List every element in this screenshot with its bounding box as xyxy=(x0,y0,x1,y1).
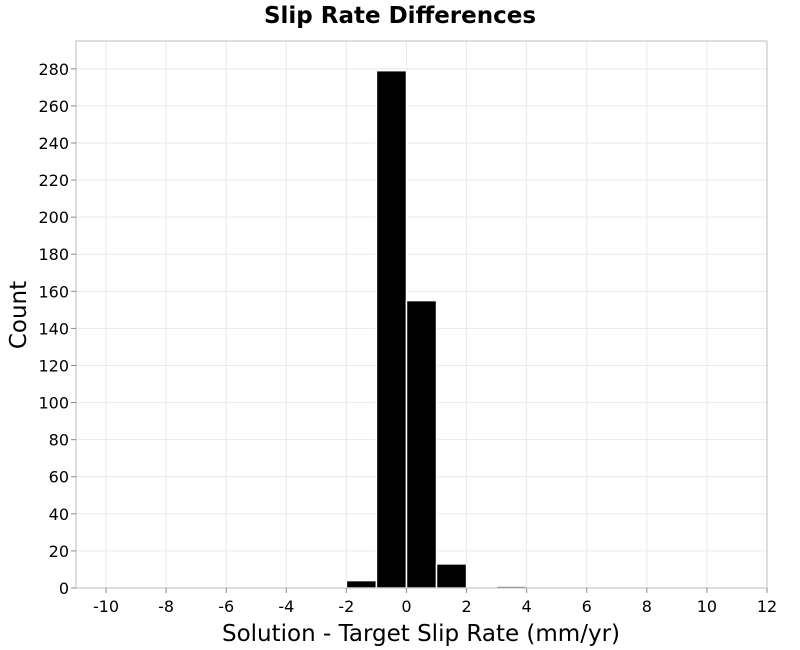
x-tick-label: 8 xyxy=(642,597,652,616)
histogram-bar xyxy=(405,299,438,589)
x-tick-label: -6 xyxy=(218,597,234,616)
y-tick-label: 220 xyxy=(38,171,69,190)
bars xyxy=(345,69,528,589)
y-tick-label: 20 xyxy=(49,542,69,561)
x-tick-label: 0 xyxy=(401,597,411,616)
histogram-bar xyxy=(435,563,468,589)
y-axis-ticks: 0 20 40 60 80 100 120 140 160 180 200 220 240 260 280 xyxy=(38,60,76,598)
y-tick-label: 200 xyxy=(38,208,69,227)
chart-title: Slip Rate Differences xyxy=(264,3,536,29)
y-tick-label: 260 xyxy=(38,97,69,116)
y-tick-label: 160 xyxy=(38,282,69,301)
x-tick-label: 4 xyxy=(522,597,532,616)
x-tick-label: -2 xyxy=(338,597,354,616)
x-axis-label: Solution - Target Slip Rate (mm/yr) xyxy=(222,621,620,647)
y-tick-label: 280 xyxy=(38,60,69,79)
y-tick-label: 120 xyxy=(38,356,69,375)
y-axis-label: Count xyxy=(6,281,32,349)
y-tick-label: 100 xyxy=(38,394,69,413)
x-tick-label: -10 xyxy=(93,597,119,616)
histogram-bar xyxy=(375,69,408,589)
x-tick-label: 6 xyxy=(582,597,592,616)
histogram-bar xyxy=(345,579,378,589)
x-tick-label: 2 xyxy=(461,597,471,616)
y-tick-label: 60 xyxy=(49,468,69,487)
y-tick-label: 180 xyxy=(38,245,69,264)
y-tick-label: 0 xyxy=(59,579,69,598)
x-tick-label: -4 xyxy=(278,597,294,616)
y-tick-label: 240 xyxy=(38,134,69,153)
x-axis-ticks: -10 -8 -6 -4 -2 0 2 4 6 8 10 12 xyxy=(93,588,777,616)
x-tick-label: -8 xyxy=(158,597,174,616)
x-tick-label: 10 xyxy=(697,597,717,616)
y-tick-label: 40 xyxy=(49,505,69,524)
y-tick-label: 80 xyxy=(49,431,69,450)
y-tick-label: 140 xyxy=(38,319,69,338)
plot-area-frame xyxy=(75,40,768,589)
x-tick-label: 12 xyxy=(757,597,777,616)
